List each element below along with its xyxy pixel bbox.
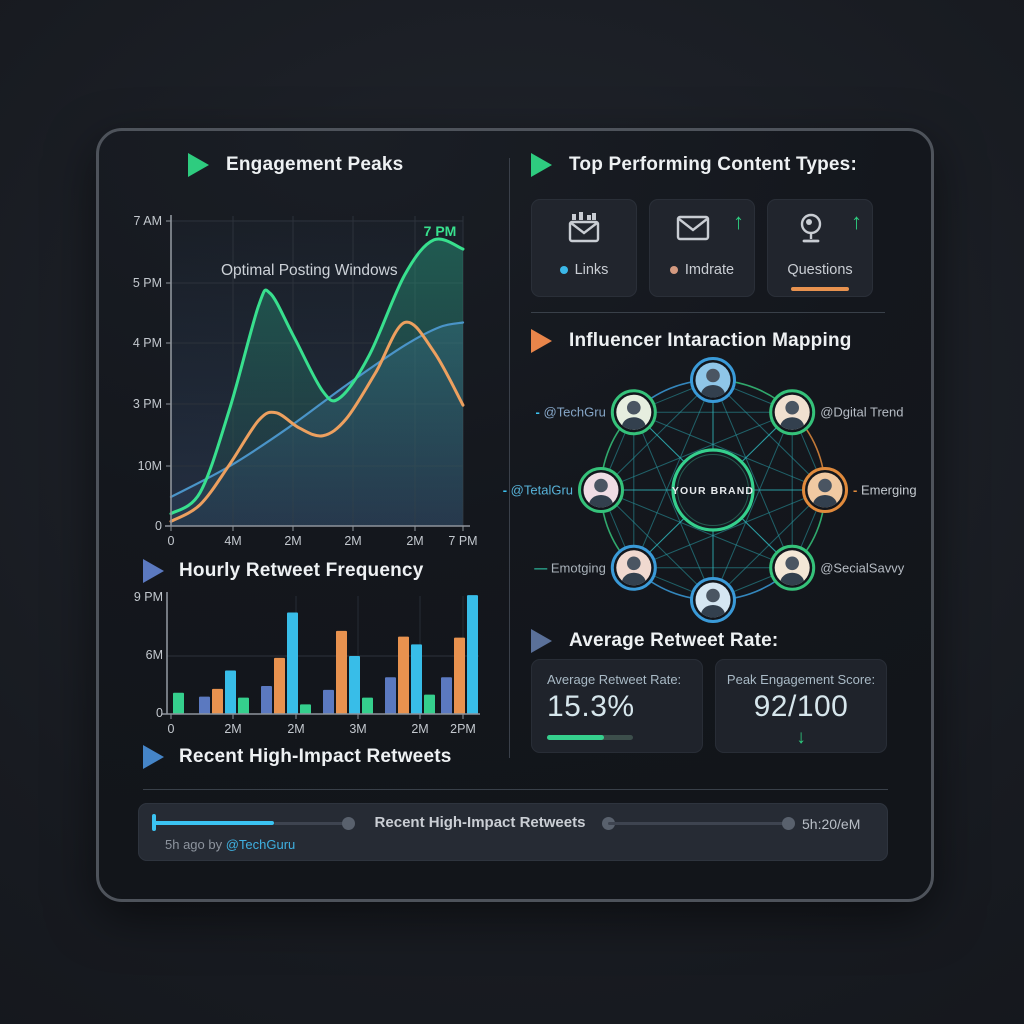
svg-text:7 AM: 7 AM [134, 214, 163, 228]
play-icon [188, 153, 209, 177]
content-card-questions[interactable]: ↑ Questions [767, 199, 873, 297]
peak-engagement-card: Peak Engagement Score: 92/100 ↓ [715, 659, 887, 753]
svg-text:5 PM: 5 PM [133, 276, 162, 290]
recent-retweets-header: Recent High-Impact Retweets [143, 745, 452, 769]
svg-text:7 PM: 7 PM [448, 534, 477, 548]
slider-handle[interactable] [782, 817, 795, 830]
svg-text:2M: 2M [284, 534, 301, 548]
svg-text:- @TechGru: - @TechGru [536, 405, 606, 420]
player-title: Recent High-Impact Retweets [374, 814, 586, 831]
svg-text:4M: 4M [224, 534, 241, 548]
section-title: Recent High-Impact Retweets [179, 746, 452, 767]
up-arrow-icon: ↑ [733, 209, 744, 234]
average-retweet-header: Average Retweet Rate: [531, 629, 778, 653]
svg-text:10M: 10M [138, 459, 162, 473]
svg-text:2M: 2M [224, 722, 241, 736]
stat-label: Average Retweet Rate: [547, 672, 682, 687]
svg-text:Optimal Posting Windows: Optimal Posting Windows [221, 262, 398, 279]
progress-track[interactable] [274, 822, 348, 825]
svg-text:@SecialSavvy: @SecialSavvy [820, 560, 905, 575]
retweet-player-bar: Recent High-Impact Retweets 5h:20/eM 5h … [138, 803, 888, 861]
play-icon [531, 153, 552, 177]
svg-text:2M: 2M [344, 534, 361, 548]
play-icon [143, 559, 164, 583]
footer-divider [143, 789, 888, 790]
section-title: Influencer Intaraction Mapping [569, 330, 852, 351]
svg-text:2M: 2M [406, 534, 423, 548]
section-title: Top Performing Content Types: [569, 154, 857, 175]
influencer-network-graph[interactable]: YOUR BRAND @Dgital Trend - Emerging @Secial… [501, 357, 925, 623]
svg-text:0: 0 [156, 706, 163, 720]
svg-text:2M: 2M [287, 722, 304, 736]
svg-text:0: 0 [155, 519, 162, 533]
play-icon [143, 745, 164, 769]
influencer-mapping-header: Influencer Intaraction Mapping [531, 329, 852, 353]
stat-cards: Average Retweet Rate: 15.3% Peak Engagem… [531, 659, 887, 753]
player-time: 5h:20/eM [802, 816, 861, 832]
play-icon [531, 629, 552, 653]
svg-text:3 PM: 3 PM [133, 397, 162, 411]
svg-text:2M: 2M [411, 722, 428, 736]
content-types-header: Top Performing Content Types: [531, 153, 857, 177]
content-card-imdrate[interactable]: ↑ Imdrate [649, 199, 755, 297]
svg-text:YOUR BRAND: YOUR BRAND [672, 485, 754, 497]
progress-track-filled[interactable] [154, 821, 274, 825]
svg-text:- Emerging: - Emerging [853, 483, 917, 498]
svg-text:3M: 3M [349, 722, 366, 736]
svg-text:— Emotging: — Emotging [534, 560, 606, 575]
card-label: Links [574, 262, 609, 278]
slider-handle[interactable] [342, 817, 355, 830]
play-icon [531, 329, 552, 353]
analytics-panel: Engagement Peaks 7 AM 5 PM 4 PM 3 PM 10M 0 0 4M… [96, 128, 934, 902]
progress-track[interactable] [608, 822, 788, 825]
progress-bar [547, 735, 633, 740]
svg-text:4 PM: 4 PM [133, 336, 162, 350]
svg-text:@Dgital Trend: @Dgital Trend [820, 405, 903, 420]
hourly-retweet-header: Hourly Retweet Frequency [143, 559, 423, 583]
card-label: Questions [787, 262, 853, 278]
webcam-icon [758, 212, 864, 246]
content-type-cards: Links ↑ Imdrate [531, 199, 873, 297]
hourly-bar-chart: 9 PM 6M 00 2M 2M 3M 2M 2PM [134, 590, 480, 736]
imdrate-bullet-dot [669, 266, 678, 274]
svg-text:6M: 6M [146, 648, 163, 662]
content-card-links[interactable]: Links [531, 199, 637, 297]
stat-value: 92/100 [753, 690, 849, 723]
stat-value: 15.3% [547, 690, 635, 723]
up-arrow-icon: ↑ [851, 209, 862, 234]
section-title: Hourly Retweet Frequency [179, 560, 424, 581]
svg-text:2PM: 2PM [450, 722, 476, 736]
card-label: Imdrate [684, 262, 735, 278]
column-divider [509, 158, 510, 758]
mail-chart-icon [531, 212, 637, 244]
active-card-underline [791, 287, 849, 291]
svg-text:0: 0 [168, 534, 175, 548]
svg-text:- @TetalGru: - @TetalGru [503, 483, 573, 498]
section-title: Engagement Peaks [226, 154, 404, 175]
section-title: Average Retweet Rate: [569, 630, 779, 651]
svg-text:9 PM: 9 PM [134, 590, 163, 604]
engagement-line-chart: 7 AM 5 PM 4 PM 3 PM 10M 00 4M 2M 2M 2M 7 PM Optimal… [133, 214, 478, 548]
engagement-peaks-header: Engagement Peaks [188, 153, 403, 177]
svg-text:0: 0 [168, 722, 175, 736]
stat-label: Peak Engagement Score: [726, 672, 876, 687]
envelope-icon [640, 212, 746, 244]
right-column-divider [531, 312, 885, 313]
avg-retweet-rate-card: Average Retweet Rate: 15.3% [531, 659, 703, 753]
svg-text:7 PM: 7 PM [424, 223, 457, 239]
down-arrow-icon: ↓ [796, 727, 806, 748]
byline-text: 5h ago by [165, 837, 226, 852]
links-bullet-dot [559, 266, 568, 274]
techguru-handle-link[interactable]: @TechGuru [225, 837, 296, 852]
